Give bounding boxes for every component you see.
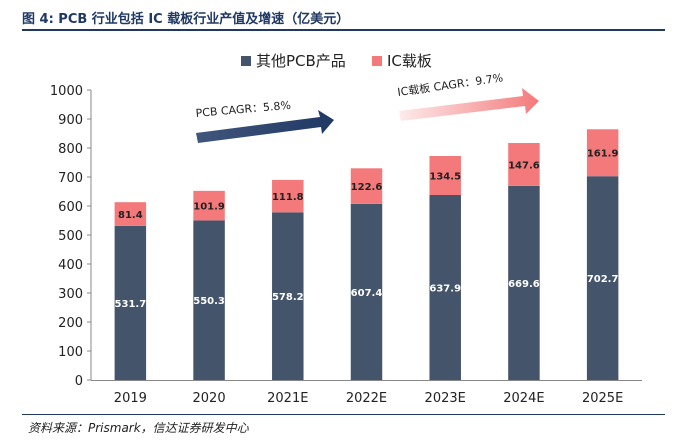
- data-label-other-pcb: 637.9: [429, 284, 461, 295]
- y-tick-label: 300: [58, 287, 83, 302]
- y-tick-label: 0: [75, 374, 83, 389]
- x-tick-label: 2024E: [503, 391, 544, 406]
- bar-ic-substrate: [586, 129, 619, 177]
- y-tick-label: 800: [58, 142, 83, 157]
- data-label-ic-substrate: 134.5: [429, 172, 461, 183]
- bar-ic-substrate: [272, 179, 304, 213]
- data-label-other-pcb: 607.4: [351, 288, 383, 299]
- data-label-other-pcb: 550.3: [193, 296, 225, 307]
- bars: 531.7 81.4 550.3 101.9 578.2 111.8 607.4 122.6 6…: [114, 129, 619, 380]
- ic-substrate-cagr-label: IC载板 CAGR：9.7%: [396, 70, 503, 99]
- y-tick-label: 600: [58, 200, 83, 215]
- ic-cagr-annotation: IC载板 CAGR：9.7%: [396, 70, 539, 121]
- legend-label-ic-substrate: IC载板: [387, 52, 432, 70]
- bar-ic-substrate: [193, 190, 225, 221]
- pcb-cagr-arrow: [196, 110, 334, 143]
- bar-other-pcb: [350, 203, 383, 380]
- data-label-ic-substrate: 122.6: [351, 182, 383, 193]
- source-note: 资料来源：Prismark，信达证券研发中心: [28, 421, 249, 435]
- legend-swatch-ic-substrate: [372, 56, 382, 66]
- pcb-cagr-annotation: PCB CAGR：5.8%: [195, 99, 334, 143]
- y-axis-ticks: 0 100 200 300 400 500 600 700 800 900 1000: [50, 84, 91, 389]
- data-label-ic-substrate: 111.8: [272, 192, 304, 203]
- data-label-ic-substrate: 147.6: [508, 160, 540, 171]
- y-tick-label: 1000: [50, 84, 83, 99]
- bar-other-pcb: [508, 185, 540, 380]
- data-label-other-pcb: 669.6: [508, 279, 540, 290]
- x-tick-label: 2019: [114, 391, 147, 406]
- bar-ic-substrate: [508, 143, 540, 186]
- bar-ic-substrate: [114, 202, 147, 226]
- data-label-other-pcb: 578.2: [272, 292, 304, 303]
- y-tick-label: 900: [58, 113, 83, 128]
- bar-ic-substrate: [350, 168, 383, 204]
- footer-rule: [22, 414, 665, 415]
- x-tick-label: 2022E: [346, 391, 387, 406]
- y-tick-label: 700: [58, 171, 83, 186]
- x-tick-label: 2025E: [582, 391, 623, 406]
- legend-swatch-other-pcb: [241, 56, 251, 66]
- x-axis-ticks: 2019 2020 2021E 2022E 2023E 2024E 2025E: [114, 391, 623, 406]
- bar-ic-substrate: [429, 156, 461, 196]
- bar-other-pcb: [114, 225, 147, 380]
- chart-title: 图 4: PCB 行业包括 IC 载板行业产值及增速（亿美元）: [22, 12, 350, 27]
- bar-other-pcb: [429, 195, 461, 380]
- y-tick-label: 200: [58, 316, 83, 331]
- y-tick-label: 400: [58, 258, 83, 273]
- x-tick-label: 2020: [193, 391, 226, 406]
- x-tick-label: 2023E: [425, 391, 466, 406]
- bar-other-pcb: [272, 212, 304, 380]
- bar-other-pcb: [586, 176, 619, 380]
- pcb-cagr-label: PCB CAGR：5.8%: [195, 99, 291, 120]
- data-label-other-pcb: 702.7: [587, 274, 619, 285]
- legend: 其他PCB产品 IC载板: [241, 52, 432, 70]
- data-label-ic-substrate: 81.4: [118, 210, 143, 221]
- y-tick-label: 500: [58, 229, 83, 244]
- legend-label-other-pcb: 其他PCB产品: [256, 52, 346, 70]
- ic-substrate-cagr-arrow: [399, 88, 539, 121]
- x-tick-label: 2021E: [267, 391, 308, 406]
- data-label-ic-substrate: 101.9: [193, 202, 225, 213]
- bar-other-pcb: [193, 220, 225, 380]
- y-tick-label: 100: [58, 345, 83, 360]
- data-label-ic-substrate: 161.9: [587, 149, 619, 160]
- data-label-other-pcb: 531.7: [115, 299, 147, 310]
- title-rule: [22, 29, 665, 31]
